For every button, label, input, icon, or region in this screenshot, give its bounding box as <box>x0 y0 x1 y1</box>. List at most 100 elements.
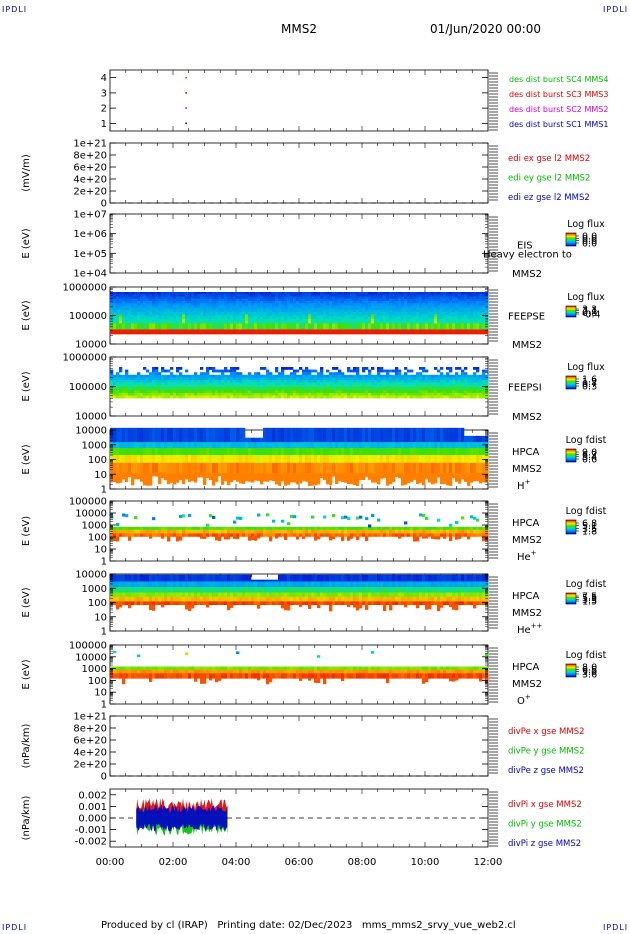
colorbar-title: Log fdist <box>566 650 607 661</box>
y-tick-label: 1000000 <box>62 283 107 294</box>
colorbar-title: Log fdist <box>566 435 607 446</box>
y-axis-label: E (eV) <box>21 516 32 546</box>
y-tick-label: 1000 <box>82 440 107 451</box>
heatmap-hpca-he <box>110 513 489 542</box>
y-tick-label: 1e+21 <box>73 139 107 150</box>
series-traces <box>136 798 228 836</box>
corner-mark-top-right: IPDLI <box>603 5 629 14</box>
y-tick-label: 1000 <box>82 584 107 595</box>
species-label: He+ <box>517 549 537 563</box>
y-tick-label: 1 <box>101 119 107 130</box>
colorbar-tick-label: 1.6 <box>582 375 597 386</box>
y-tick-label: 1e+06 <box>73 229 107 240</box>
x-tick-label: 02:00 <box>159 857 188 868</box>
colorbar-tick-label: 0.3 <box>582 382 597 393</box>
legend-entry: edi ex gse l2 MMS2 <box>508 154 590 164</box>
panel-eis <box>109 213 489 274</box>
colorbar <box>565 305 577 318</box>
colorbar-tick-label: 0.0 <box>582 236 597 247</box>
colorbar <box>565 592 577 605</box>
x-tick-label: 06:00 <box>285 857 314 868</box>
colorbar-tick-label: 5.5 <box>582 593 597 604</box>
heatmap-feeps-i <box>110 367 489 399</box>
y-tick-label: 4e+20 <box>73 748 107 759</box>
spacecraft-label: MMS2 <box>512 340 542 351</box>
date-title: 01/Jun/2020 00:00 <box>430 22 542 36</box>
species-label: He++ <box>517 622 543 636</box>
y-tick-label: 10000 <box>75 652 107 663</box>
colorbar-tick-label: 6.5 <box>582 665 597 676</box>
legend-entry: divPi x gse MMS2 <box>508 800 582 810</box>
y-tick-label: 10000 <box>75 509 107 520</box>
y-tick-label: 1e+07 <box>73 210 107 221</box>
heatmap-hpca-h <box>110 427 489 486</box>
y-tick-label: 10 <box>94 470 107 481</box>
colorbar-title: Log fdist <box>566 579 607 590</box>
colorbar-tick-label: 0.6 <box>582 455 597 466</box>
y-tick-label: 6e+20 <box>73 736 107 747</box>
y-tick-label: 100000 <box>69 641 107 652</box>
colorbar <box>565 519 577 535</box>
colorbar-tick-label: 1.5 <box>582 597 597 608</box>
legend-entry: edi ey gse l2 MMS2 <box>508 174 590 184</box>
x-tick-label: 10:00 <box>411 857 440 868</box>
footer-credits: Produced by cl (IRAP) Printing date: 02/… <box>101 920 516 931</box>
y-tick-label: 100000 <box>69 382 107 393</box>
x-tick-label: 04:00 <box>222 857 251 868</box>
colorbar-tick-label: 0.0 <box>582 232 597 243</box>
colorbar-tick-label: 3.3 <box>582 305 597 316</box>
y-tick-label: 8e+20 <box>73 151 107 162</box>
y-axis-label: E (eV) <box>21 587 32 617</box>
species-label: Heavy electron to <box>483 250 572 261</box>
panel-des-dist-burst <box>109 69 489 132</box>
colorbar <box>565 232 577 247</box>
spacecraft-title: MMS2 <box>281 22 317 36</box>
y-axis-label: (nPa/km) <box>21 724 32 769</box>
legend-entry: divPi y gse MMS2 <box>508 820 582 830</box>
series-trace <box>136 804 228 832</box>
colorbar-tick-label: 0.7 <box>582 379 597 390</box>
legend-entry: des dist burst SC2 MMS2 <box>509 105 608 114</box>
legend-entry: divPe y gse MMS2 <box>508 747 585 757</box>
y-tick-label: 1 <box>101 627 107 638</box>
corner-mark-bottom-right: IPDLI <box>603 923 629 932</box>
y-tick-label: 1 <box>101 485 107 496</box>
colorbar-tick-label: 0.8 <box>582 308 597 319</box>
y-axis-label: E (eV) <box>21 659 32 689</box>
y-tick-label: 8e+20 <box>73 724 107 735</box>
y-tick-label: 10 <box>94 545 107 556</box>
y-tick-label: 100 <box>88 533 107 544</box>
colorbar-tick-label: 5.1 <box>582 521 597 532</box>
instrument-label: HPCA <box>512 662 540 673</box>
colorbar-tick-label: 8.0 <box>582 663 597 674</box>
species-label: O+ <box>517 693 531 707</box>
colorbar-tick-label: 3.5 <box>582 524 597 535</box>
y-tick-label: 1 <box>101 557 107 568</box>
y-tick-label: 10 <box>94 612 107 623</box>
spacecraft-label: MMS2 <box>512 464 542 475</box>
y-tick-label: 10000 <box>75 412 107 423</box>
y-axis-label: E (eV) <box>21 371 32 401</box>
x-tick-label: 00:00 <box>96 857 125 868</box>
x-tick-label: 08:00 <box>348 857 377 868</box>
y-tick-label: 2e+20 <box>73 187 107 198</box>
y-axis-label: E (eV) <box>21 300 32 330</box>
legend-entry: des dist burst SC4 MMS4 <box>509 75 608 84</box>
scatter-point <box>185 122 187 125</box>
colorbar-tick-label: 3.6 <box>582 670 597 681</box>
y-tick-label: 0 <box>101 772 107 783</box>
legend-entry: divPi z gse MMS2 <box>508 839 581 849</box>
colorbar <box>565 448 577 463</box>
panel-divpe <box>109 715 489 777</box>
y-tick-label: 1e+05 <box>73 249 107 260</box>
heatmap-feeps-e <box>110 292 489 335</box>
y-tick-label: 1000000 <box>62 353 107 364</box>
y-tick-label: -0.002 <box>75 837 107 848</box>
spacecraft-label: MMS2 <box>512 679 542 690</box>
colorbar <box>565 663 577 678</box>
scatter-point <box>185 76 187 79</box>
y-tick-label: 100 <box>88 676 107 687</box>
colorbar-tick-label: 9.0 <box>582 448 597 459</box>
colorbar-tick-label: 3.4 <box>582 452 597 463</box>
